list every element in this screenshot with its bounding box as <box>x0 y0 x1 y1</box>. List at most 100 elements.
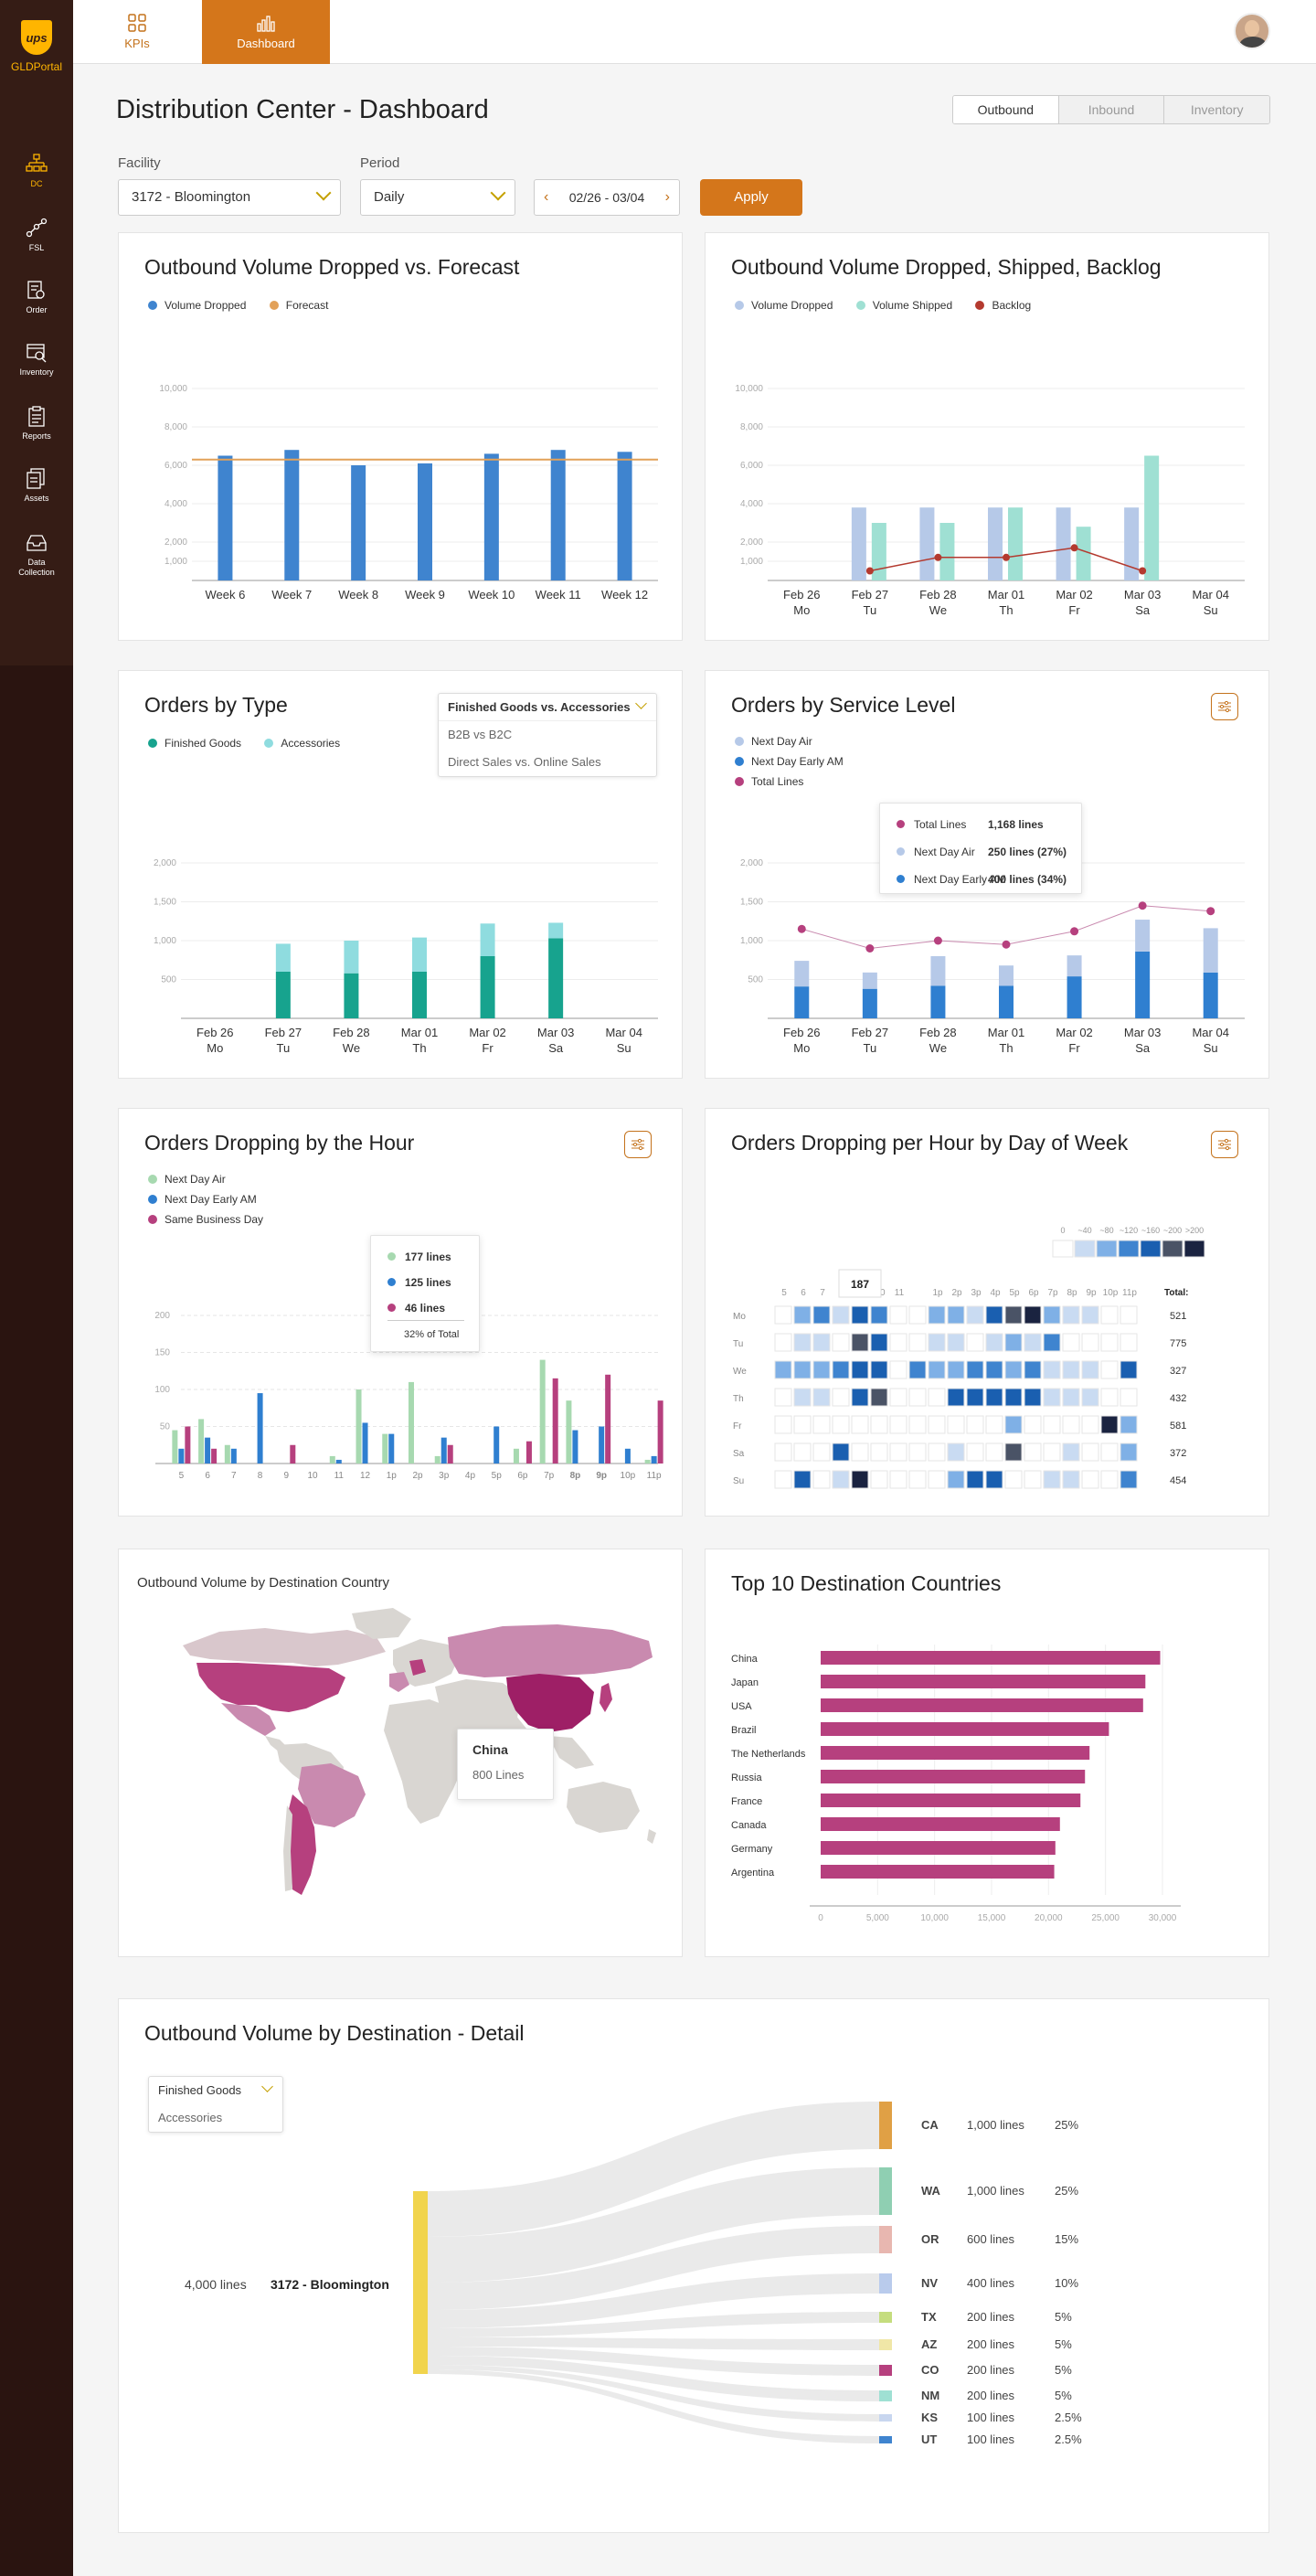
bar-next-day-air <box>539 1359 546 1464</box>
facility-select[interactable]: 3172 - Bloomington <box>118 179 341 216</box>
country-netherlands-germany[interactable] <box>409 1659 426 1676</box>
heat-cell <box>966 1333 984 1352</box>
user-avatar[interactable] <box>1234 13 1270 49</box>
heat-cell <box>851 1360 869 1379</box>
sankey-diagram <box>413 2102 892 2443</box>
sankey-target-node <box>879 2312 892 2323</box>
bar-next-day-air <box>329 1455 335 1464</box>
country-argentina[interactable] <box>287 1794 316 1895</box>
country-china[interactable] <box>506 1674 594 1732</box>
sankey-target-node <box>879 2102 892 2149</box>
dropdown-option-selected[interactable]: Finished Goods vs. Accessories <box>439 694 656 721</box>
bar-next-day-early-am <box>335 1459 342 1464</box>
bar-next-day-air <box>566 1400 572 1464</box>
target-lines: 1,000 lines <box>967 2118 1024 2132</box>
target-code: AZ <box>921 2337 938 2351</box>
x-tick-label: Mar 01 <box>988 1026 1024 1039</box>
heat-cell <box>1120 1360 1138 1379</box>
nav-item-fsl[interactable]: FSL <box>0 218 73 253</box>
country-usa[interactable] <box>196 1663 345 1712</box>
nav-item-dc[interactable]: DC <box>0 154 73 189</box>
y-tick-label: 2,000 <box>740 538 763 548</box>
legend-dot-icon <box>387 1278 396 1286</box>
target-lines: 200 lines <box>967 2363 1015 2377</box>
period-select[interactable]: Daily <box>360 179 515 216</box>
country-europe[interactable] <box>393 1639 459 1687</box>
sankey-flow <box>428 2312 879 2337</box>
country-bar <box>821 1865 1055 1879</box>
country-greenland[interactable] <box>352 1608 411 1639</box>
y-tick-label: 10,000 <box>735 384 763 394</box>
heat-cell <box>928 1415 946 1434</box>
nav-item-inventory[interactable]: Inventory <box>0 342 73 378</box>
country-canada[interactable] <box>183 1628 386 1666</box>
chevron-down-icon <box>490 185 506 201</box>
tooltip-row: Total Lines <box>897 818 966 831</box>
nav-item-label: Reports <box>22 431 51 441</box>
target-code: WA <box>921 2184 940 2198</box>
heat-cell <box>947 1470 965 1489</box>
next-arrow-icon[interactable]: › <box>664 189 670 205</box>
bar-accessories <box>344 941 359 974</box>
y-tick-label: 1,000 <box>740 936 763 946</box>
nav-item-data-collection[interactable]: Data Collection <box>0 532 73 578</box>
bar-next-day-air <box>409 1381 414 1464</box>
dropdown-option-selected[interactable]: Finished Goods <box>149 2077 282 2104</box>
country-southeast-asia[interactable] <box>548 1736 594 1769</box>
dropdown-option[interactable]: Accessories <box>158 2111 223 2124</box>
tab-kpis[interactable]: KPIs <box>73 0 201 64</box>
heat-cell <box>870 1415 888 1434</box>
country-africa[interactable] <box>384 1699 470 1824</box>
dropdown-option[interactable]: B2B vs B2C <box>448 728 513 741</box>
documents-icon <box>27 468 45 489</box>
ups-logo[interactable]: ups GLDPortal <box>0 20 73 73</box>
country-brazil[interactable] <box>298 1763 366 1827</box>
nav-item-order[interactable]: Order <box>0 280 73 315</box>
prev-arrow-icon[interactable]: ‹ <box>544 189 549 205</box>
filter-button[interactable] <box>1211 693 1238 720</box>
y-tick-label: 4,000 <box>740 499 763 509</box>
country-new-zealand[interactable] <box>647 1829 656 1844</box>
y-tick-label: 1,500 <box>740 898 763 908</box>
y-tick-label: 1,500 <box>154 898 176 908</box>
tab-inventory[interactable]: Inventory <box>1163 96 1269 123</box>
heat-cell <box>812 1360 831 1379</box>
x-tick-label: 5,000 <box>866 1913 889 1923</box>
heat-cell <box>793 1360 812 1379</box>
filter-button[interactable] <box>624 1131 652 1158</box>
heat-cell <box>947 1388 965 1407</box>
nav-item-reports[interactable]: Reports <box>0 406 73 442</box>
tab-inbound[interactable]: Inbound <box>1057 96 1164 123</box>
country-mexico[interactable] <box>221 1703 276 1736</box>
x-tick-label: 6p <box>517 1471 528 1481</box>
country-australia[interactable] <box>567 1782 640 1833</box>
x-tick-label: Feb 27 <box>852 588 888 601</box>
target-pct: 2.5% <box>1055 2411 1082 2424</box>
x-tick-sublabel: Fr <box>1068 603 1080 617</box>
heat-cell <box>812 1415 831 1434</box>
country-japan[interactable] <box>600 1683 612 1712</box>
type-dropdown[interactable]: Finished Goods vs. Accessories B2B vs B2… <box>438 693 657 777</box>
org-chart-icon <box>26 154 48 172</box>
heat-cell <box>889 1442 907 1462</box>
heat-cell <box>1120 1333 1138 1352</box>
tab-outbound[interactable]: Outbound <box>953 96 1058 123</box>
x-tick-label: Mar 01 <box>988 588 1024 601</box>
dropdown-option[interactable]: Direct Sales vs. Online Sales <box>448 755 601 769</box>
hour-tooltip: 177 lines 125 lines 46 lines 32% of Tota… <box>370 1235 480 1352</box>
bar-next-day-air <box>1067 955 1082 977</box>
top-bar: KPIs Dashboard <box>73 0 1316 64</box>
filter-button[interactable] <box>1211 1131 1238 1158</box>
country-chile[interactable] <box>283 1805 292 1891</box>
tooltip-value: 400 lines (34%) <box>988 873 1067 886</box>
nav-item-assets[interactable]: Assets <box>0 468 73 504</box>
country-france[interactable] <box>389 1672 409 1692</box>
row-total: 327 <box>1170 1366 1186 1377</box>
tab-dashboard[interactable]: Dashboard <box>202 0 330 64</box>
country-russia[interactable] <box>448 1624 653 1677</box>
legend-item: Next Day Air <box>735 735 844 748</box>
country-bar <box>821 1746 1090 1760</box>
goods-dropdown[interactable]: Finished Goods Accessories <box>148 2076 283 2133</box>
apply-button[interactable]: Apply <box>700 179 802 216</box>
card-title: Outbound Volume by Destination Country <box>137 1575 389 1591</box>
